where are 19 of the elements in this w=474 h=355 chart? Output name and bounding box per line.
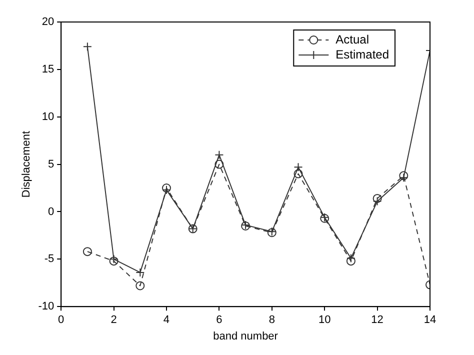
x-tick-label: 6 bbox=[216, 314, 222, 326]
x-tick-label: 12 bbox=[371, 314, 384, 326]
x-tick-label: 0 bbox=[58, 314, 64, 326]
y-tick-label: 0 bbox=[48, 206, 54, 218]
x-axis-title: band number bbox=[213, 330, 278, 342]
y-tick-label: 5 bbox=[48, 158, 54, 170]
y-tick-label: 10 bbox=[42, 110, 54, 123]
legend-label: Estimated bbox=[336, 47, 390, 62]
y-tick-label: 15 bbox=[42, 63, 54, 76]
y-tick-label: -5 bbox=[44, 253, 54, 266]
y-tick-label: -10 bbox=[38, 300, 54, 313]
y-tick-label: 20 bbox=[42, 16, 54, 28]
legend-label: Actual bbox=[336, 32, 370, 46]
x-tick-label: 2 bbox=[110, 314, 117, 326]
x-tick-label: 4 bbox=[163, 314, 170, 326]
x-tick-label: 8 bbox=[268, 314, 275, 326]
x-tick-label: 10 bbox=[318, 314, 331, 326]
y-axis-title: Displacement bbox=[20, 130, 33, 198]
x-tick-label: 14 bbox=[424, 314, 436, 326]
